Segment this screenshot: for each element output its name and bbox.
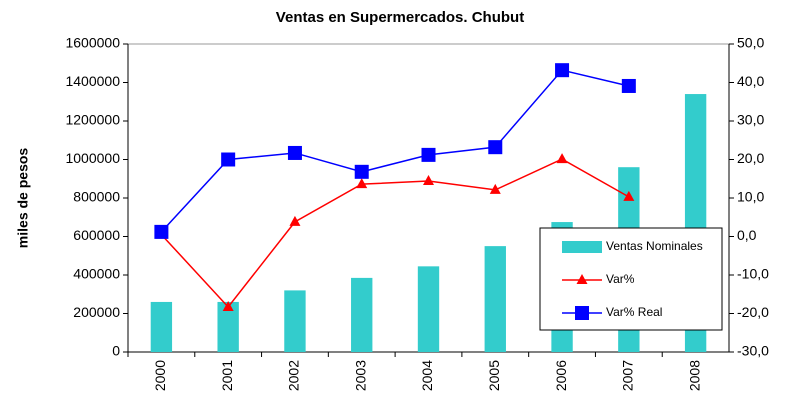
y2-tick-label: 40,0 (737, 73, 764, 89)
point-marker (222, 300, 234, 311)
point-marker (556, 153, 568, 164)
point-marker (488, 140, 503, 155)
point-marker (356, 178, 368, 189)
x-tick-label: 2008 (686, 360, 702, 391)
bar (284, 290, 306, 352)
point-marker (489, 183, 501, 194)
point-marker (221, 152, 236, 167)
x-tick-label: 2000 (152, 360, 168, 391)
y2-tick-label: 50,0 (737, 35, 764, 51)
y-tick-label: 1400000 (65, 73, 120, 89)
y-tick-label: 800000 (73, 189, 120, 205)
y-tick-label: 1600000 (65, 35, 120, 51)
y2-tick-label: -20,0 (737, 304, 769, 320)
x-tick-label: 2003 (352, 360, 368, 391)
series-line (160, 158, 630, 309)
y2-tick-label: 30,0 (737, 112, 764, 128)
bar (150, 301, 173, 352)
legend-marker (575, 306, 589, 320)
x-tick-label: 2004 (419, 360, 435, 391)
y-tick-label: 0 (112, 343, 120, 359)
bar (351, 277, 373, 352)
bar (217, 301, 239, 352)
y2-tick-label: 20,0 (737, 150, 764, 166)
bar (417, 266, 440, 352)
y2-tick-label: 10,0 (737, 189, 764, 205)
legend: Ventas Nominales Var% Var% Real (539, 227, 723, 331)
y-tick-label: 1000000 (65, 150, 120, 166)
x-tick-label: 2001 (219, 360, 235, 391)
legend-swatch (562, 241, 602, 253)
legend-label: Ventas Nominales (606, 239, 703, 253)
y-axis-label: miles de pesos (15, 148, 31, 249)
legend-marker (576, 274, 588, 284)
x-tick-label: 2002 (286, 360, 302, 391)
x-tick-label: 2005 (486, 360, 502, 391)
point-marker (287, 145, 302, 160)
point-marker (623, 190, 635, 201)
legend-label: Var% (606, 272, 635, 286)
y-tick-label: 400000 (73, 266, 120, 282)
point-marker (421, 147, 436, 162)
point-marker (154, 224, 169, 239)
legend-label: Var% Real (606, 305, 662, 319)
y-tick-label: 200000 (73, 304, 120, 320)
point-marker (621, 78, 636, 93)
y2-tick-label: -30,0 (737, 343, 769, 359)
point-marker (423, 175, 434, 186)
x-tick-label: 2006 (553, 360, 569, 391)
point-marker (289, 215, 301, 226)
point-marker (354, 164, 369, 179)
bar (484, 246, 506, 352)
x-tick-label: 2007 (620, 360, 636, 391)
y-tick-label: 1200000 (65, 112, 120, 128)
series-line (160, 69, 630, 233)
y-tick-label: 600000 (73, 227, 120, 243)
y2-tick-label: 0,0 (737, 227, 757, 243)
y2-tick-label: -10,0 (737, 266, 769, 282)
point-marker (555, 63, 570, 78)
chart-title: Ventas en Supermercados. Chubut (276, 9, 524, 26)
